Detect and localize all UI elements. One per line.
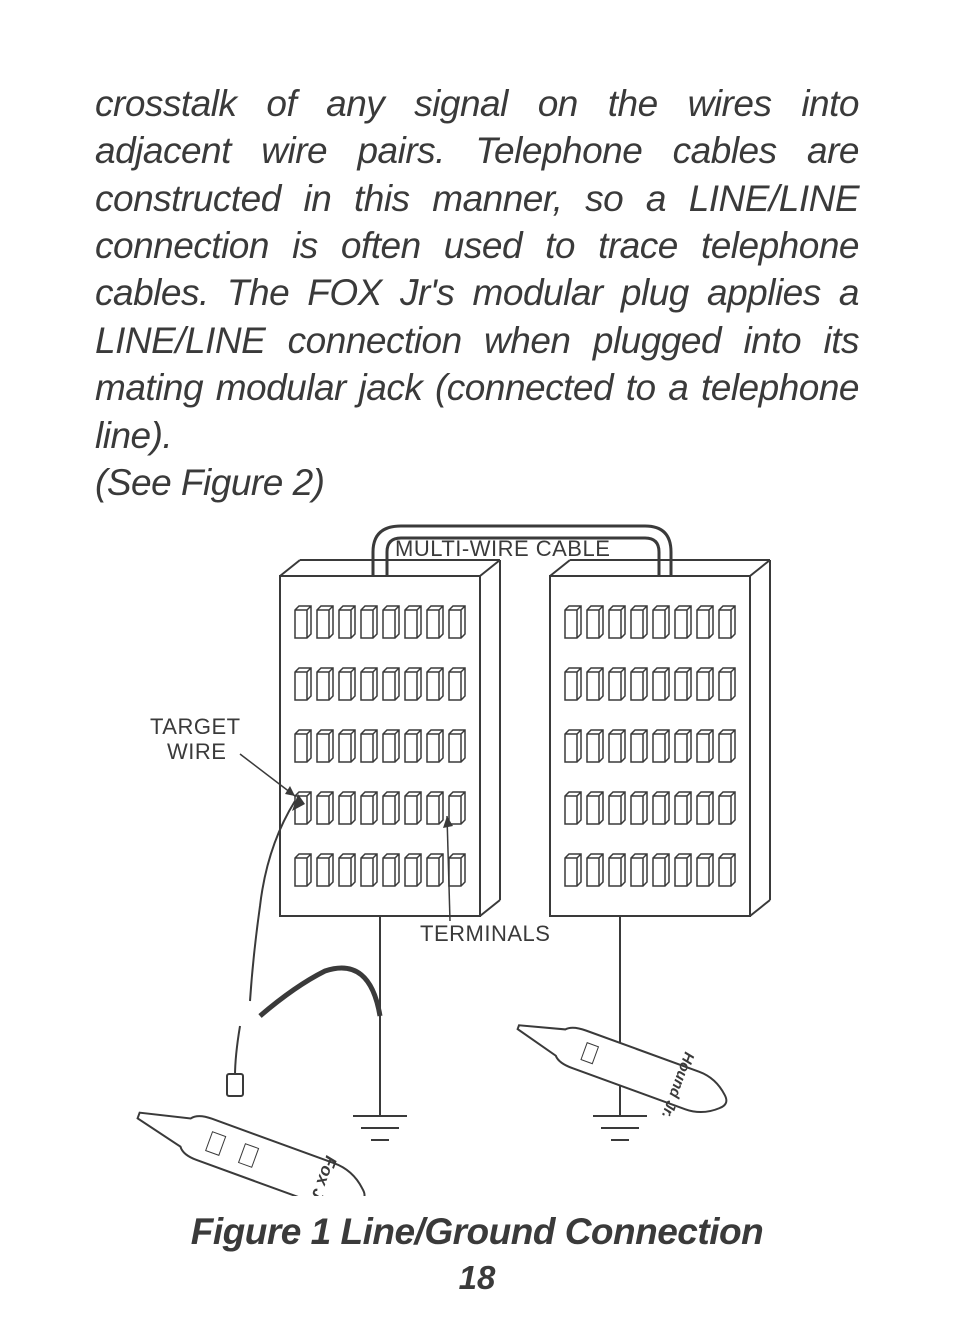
target-wire-label-2: WIRE [167, 739, 226, 764]
terminals-label: TERMINALS [420, 921, 550, 946]
target-wire-label-1: TARGET [150, 714, 241, 739]
see-figure-ref: (See Figure 2) [95, 459, 859, 506]
page-number: 18 [0, 1259, 954, 1297]
line-ground-connection-svg: Fox Jr. Hound Jr. [95, 516, 859, 1196]
figure-1-diagram: Fox Jr. Hound Jr. [95, 516, 859, 1196]
figure-caption: Figure 1 Line/Ground Connection [95, 1211, 859, 1253]
multi-wire-cable-label: MULTI-WIRE CABLE [395, 536, 610, 561]
body-paragraph: crosstalk of any signal on the wires int… [95, 80, 859, 459]
